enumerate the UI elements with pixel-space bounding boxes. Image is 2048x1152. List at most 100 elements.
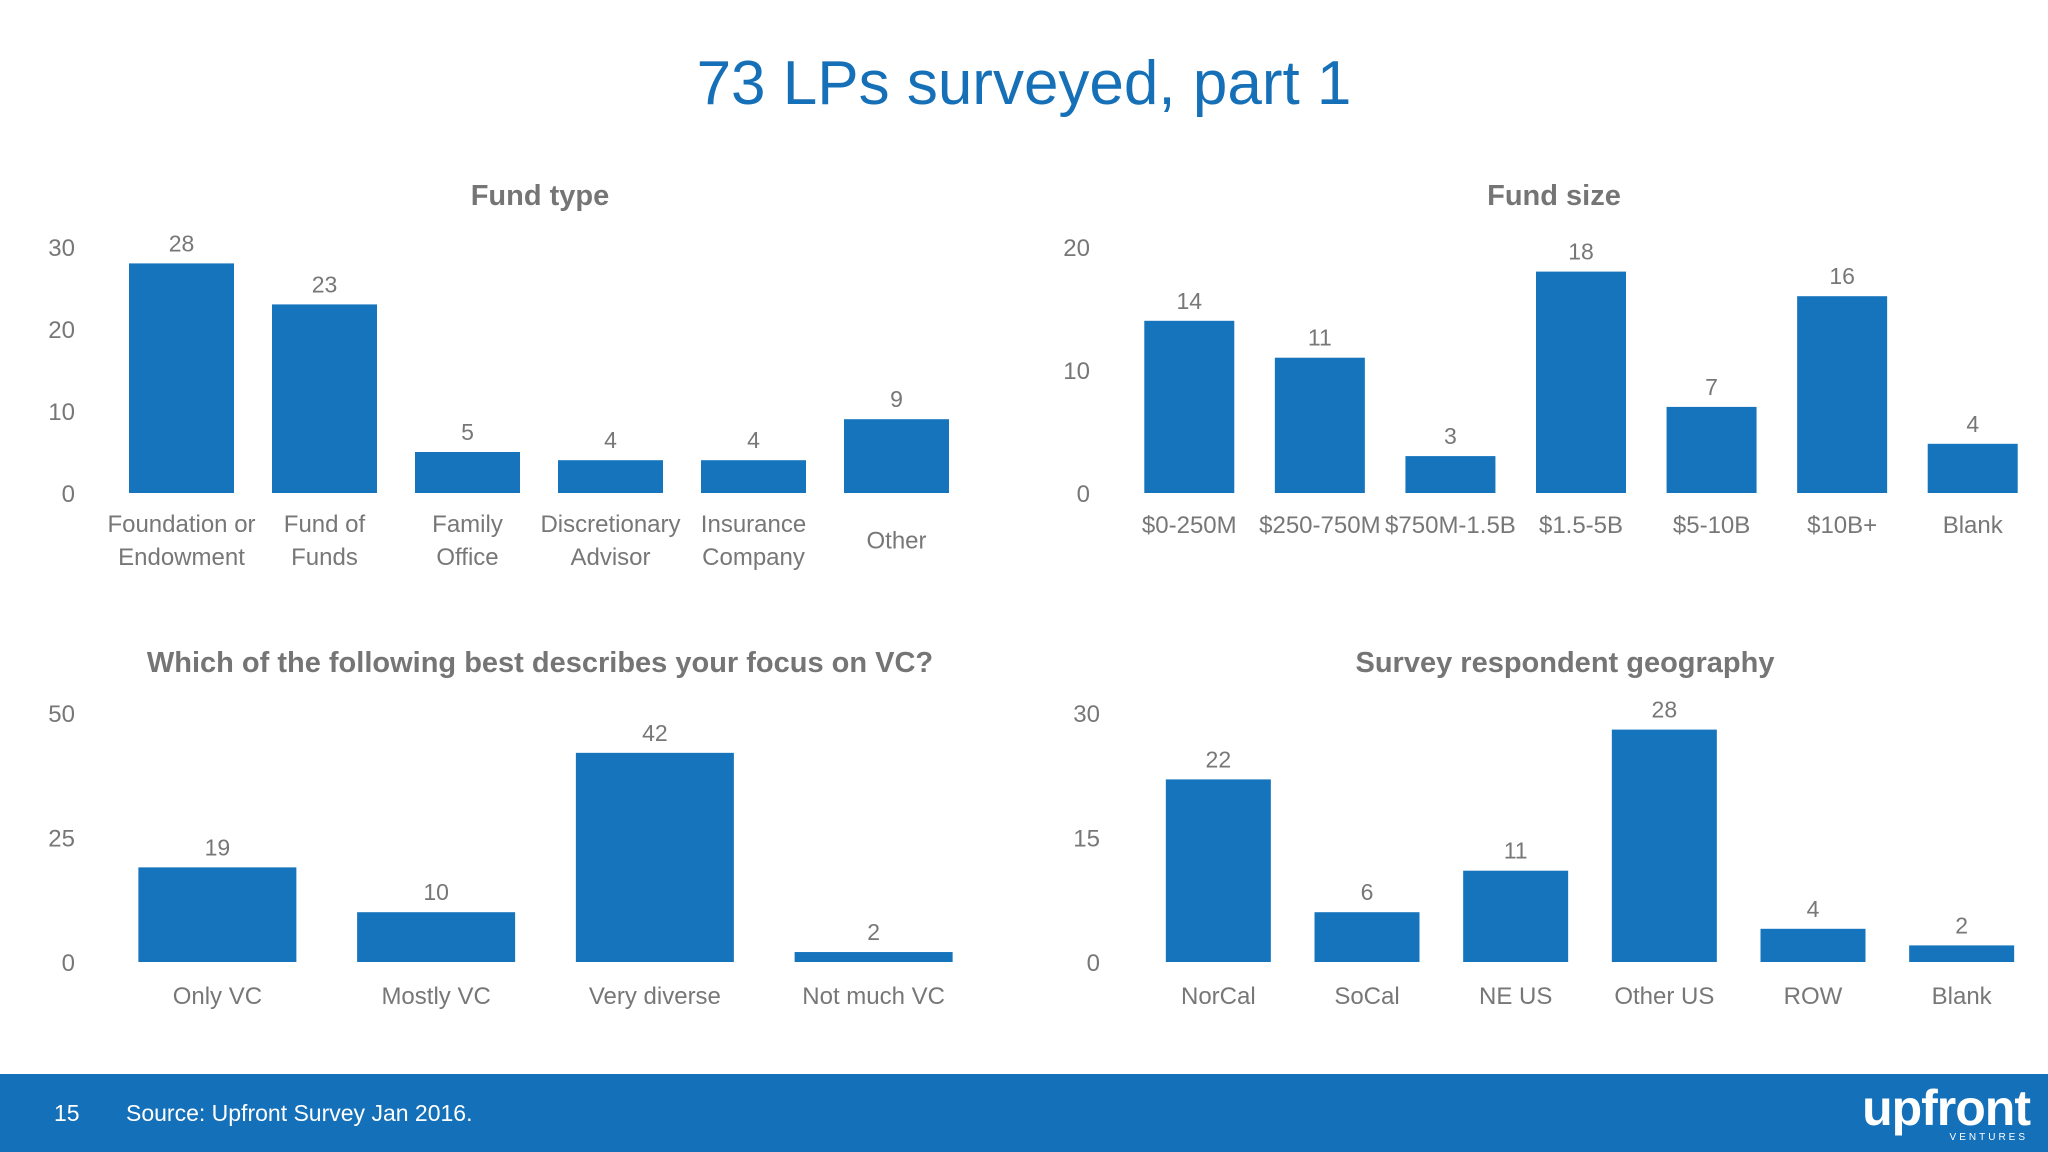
data-label: 9 [890, 386, 903, 412]
data-label: 2 [1955, 912, 1968, 938]
chart-geography: Survey respondent geography 0 15 30 22 NorCal… [1073, 647, 2015, 1010]
data-label: 4 [604, 427, 617, 453]
category-label: Endowment [118, 544, 245, 571]
category-label: Discretionary [540, 511, 680, 538]
category-label: $750M-1.5B [1385, 512, 1516, 539]
category-label: $10B+ [1807, 512, 1877, 539]
category-label: Office [436, 544, 498, 571]
category-label: Advisor [570, 544, 650, 571]
data-label: 4 [1966, 411, 1979, 437]
y-tick-label: 10 [48, 399, 75, 426]
bar [1927, 443, 2018, 493]
category-label: Other [866, 528, 926, 555]
data-label: 28 [169, 230, 195, 256]
category-label: NE US [1479, 983, 1552, 1010]
category-label: Funds [291, 544, 358, 571]
data-label: 28 [1652, 697, 1678, 723]
data-label: 14 [1176, 288, 1202, 314]
data-label: 11 [1308, 325, 1332, 351]
category-label: Blank [1932, 983, 1993, 1010]
category-label: Other US [1614, 983, 1714, 1010]
y-tick-label: 20 [1063, 235, 1090, 262]
bar [1274, 357, 1365, 493]
category-label: Not much VC [802, 983, 945, 1010]
chart-fund-size: Fund size 0 10 20 14 $0-250M 11 $250-750M 3 $750M… [1063, 180, 2018, 539]
category-label: SoCal [1334, 983, 1399, 1010]
category-label: $250-750M [1259, 512, 1380, 539]
bar [1144, 320, 1235, 493]
data-label: 22 [1206, 746, 1232, 772]
chart-vc-focus: Which of the following best describes yo… [48, 647, 953, 1010]
bar [138, 867, 297, 962]
category-label: ROW [1784, 983, 1843, 1010]
bar [1611, 729, 1717, 962]
data-label: 2 [867, 919, 880, 945]
data-label: 3 [1444, 423, 1457, 449]
bar [558, 460, 663, 493]
category-label: Blank [1943, 512, 2004, 539]
data-label: 4 [747, 427, 760, 453]
bar [1666, 406, 1757, 493]
category-label: Mostly VC [381, 983, 490, 1010]
chart-title: Fund type [471, 180, 610, 212]
bar [1536, 271, 1626, 493]
category-label: Company [702, 544, 805, 571]
data-label: 42 [642, 720, 668, 746]
data-label: 11 [1504, 838, 1528, 864]
y-tick-label: 0 [1077, 481, 1090, 508]
y-tick-label: 0 [62, 481, 75, 508]
category-label: Foundation or [107, 511, 255, 538]
category-label: Very diverse [589, 983, 721, 1010]
bar [129, 263, 234, 493]
data-label: 23 [312, 271, 338, 297]
category-label: $1.5-5B [1539, 512, 1623, 539]
logo-subtext: VENTURES [1949, 1132, 2028, 1143]
bar [794, 952, 953, 962]
y-tick-label: 25 [48, 826, 75, 853]
category-label: Only VC [173, 983, 262, 1010]
chart-title: Survey respondent geography [1356, 647, 1775, 679]
bar [1463, 870, 1569, 962]
bar [1760, 928, 1866, 962]
category-label: $0-250M [1142, 512, 1237, 539]
category-label: Fund of [284, 511, 366, 538]
bar [1797, 296, 1888, 493]
slide-title: 73 LPs surveyed, part 1 [696, 49, 1352, 118]
data-label: 4 [1807, 896, 1820, 922]
data-label: 16 [1829, 263, 1855, 289]
category-label: Insurance [701, 511, 806, 538]
bar [575, 752, 734, 962]
data-label: 5 [461, 419, 474, 445]
y-tick-label: 0 [1087, 950, 1100, 977]
data-label: 19 [205, 834, 231, 860]
bar [1909, 945, 2015, 962]
y-tick-label: 20 [48, 317, 75, 344]
data-label: 18 [1568, 239, 1594, 265]
chart-title: Fund size [1487, 180, 1621, 212]
data-label: 7 [1705, 374, 1718, 400]
bar [1405, 456, 1496, 493]
bar [1314, 912, 1420, 962]
category-label: Family [432, 511, 503, 538]
bar [1165, 779, 1271, 962]
page-number: 15 [54, 1100, 80, 1126]
bar [844, 419, 949, 493]
bar [357, 912, 516, 962]
data-label: 10 [423, 879, 449, 905]
bar [415, 452, 520, 493]
chart-title: Which of the following best describes yo… [147, 647, 933, 679]
bar [701, 460, 806, 493]
y-tick-label: 0 [62, 950, 75, 977]
source-note: Source: Upfront Survey Jan 2016. [126, 1100, 473, 1126]
data-label: 6 [1361, 879, 1374, 905]
category-label: NorCal [1181, 983, 1256, 1010]
bar [272, 304, 377, 493]
y-tick-label: 30 [48, 235, 75, 262]
footer-bar: 15 Source: Upfront Survey Jan 2016. upfr… [0, 1074, 2048, 1152]
y-tick-label: 10 [1063, 358, 1090, 385]
y-tick-label: 30 [1073, 701, 1100, 728]
y-tick-label: 50 [48, 701, 75, 728]
chart-fund-type: Fund type 0 10 20 30 28 Foundation or Endowment… [48, 180, 949, 571]
y-tick-label: 15 [1073, 826, 1100, 853]
logo-wordmark: upfront [1862, 1080, 2031, 1136]
